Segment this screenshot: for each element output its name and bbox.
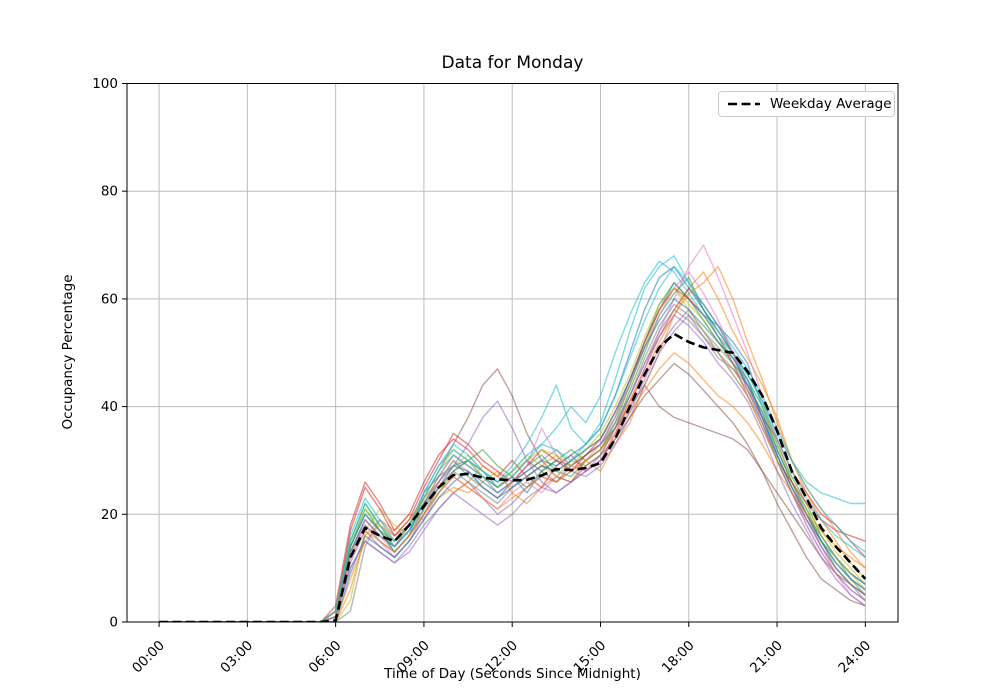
y-tick-label: 40 — [101, 399, 118, 415]
occupancy-run-line — [159, 255, 866, 622]
occupancy-run-line — [159, 352, 866, 622]
grid — [127, 83, 898, 623]
y-tick-label: 20 — [101, 507, 118, 523]
legend-dash-sample-icon — [728, 102, 760, 106]
occupancy-run-line — [159, 362, 866, 622]
y-tick-label: 80 — [101, 184, 118, 200]
occupancy-run-line — [159, 244, 866, 622]
occupancy-runs — [159, 244, 866, 622]
chart-title: Data for Monday — [441, 53, 584, 73]
legend-label: Weekday Average — [770, 96, 892, 112]
occupancy-run-line — [159, 260, 866, 622]
occupancy-run-line — [159, 265, 866, 622]
occupancy-run-line — [159, 298, 866, 622]
x-axis-label: Time of Day (Seconds Since Midnight) — [384, 666, 641, 682]
legend: Weekday Average — [718, 91, 895, 117]
y-tick-label: 60 — [101, 291, 118, 307]
occupancy-run-line — [159, 314, 866, 622]
weekday-average-line — [159, 332, 867, 622]
y-tick-label: 100 — [92, 76, 118, 92]
y-tick-label: 0 — [109, 615, 118, 631]
